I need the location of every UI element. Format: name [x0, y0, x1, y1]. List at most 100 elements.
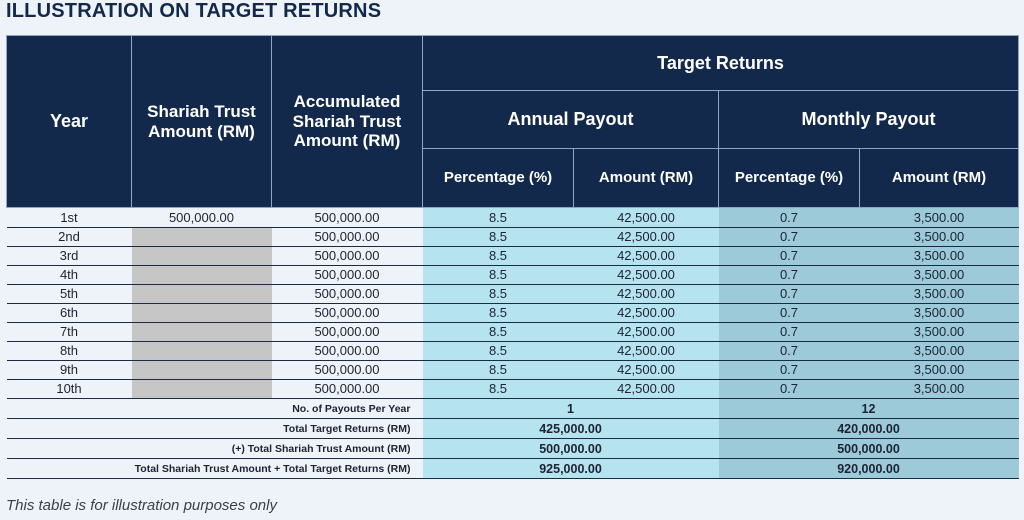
trust-amount-cell-blank: [131, 227, 272, 247]
header-trust-amount: Shariah Trust Amount (RM): [131, 35, 272, 208]
year-cell: 2nd: [6, 227, 132, 247]
annual-percentage-cell: 8.5: [422, 379, 574, 399]
summary-annual-value: 425,000.00: [422, 418, 719, 439]
summary-label-total-returns: Total Target Returns (RM): [6, 418, 423, 439]
accumulated-amount-cell: 500,000.00: [271, 379, 423, 399]
summary-row: Total Shariah Trust Amount + Total Targe…: [6, 458, 1019, 479]
summary-row: No. of Payouts Per Year 1 12: [6, 398, 1019, 419]
page-title: ILLUSTRATION ON TARGET RETURNS: [6, 0, 382, 22]
table-row: 2nd 500,000.00 8.5 42,500.00 0.7 3,500.0…: [6, 227, 1019, 247]
year-cell: 5th: [6, 284, 132, 304]
accumulated-amount-cell: 500,000.00: [271, 322, 423, 342]
annual-percentage-cell: 8.5: [422, 246, 574, 266]
summary-monthly-value: 420,000.00: [718, 418, 1019, 439]
table-row: 7th 500,000.00 8.5 42,500.00 0.7 3,500.0…: [6, 322, 1019, 342]
monthly-amount-cell: 3,500.00: [859, 360, 1019, 380]
annual-percentage-cell: 8.5: [422, 322, 574, 342]
annual-amount-cell: 42,500.00: [573, 303, 719, 323]
monthly-percentage-cell: 0.7: [718, 265, 860, 285]
year-cell: 4th: [6, 265, 132, 285]
accumulated-amount-cell: 500,000.00: [271, 341, 423, 361]
accumulated-amount-cell: 500,000.00: [271, 303, 423, 323]
table-row: 9th 500,000.00 8.5 42,500.00 0.7 3,500.0…: [6, 360, 1019, 380]
annual-percentage-cell: 8.5: [422, 227, 574, 247]
trust-amount-cell-blank: [131, 379, 272, 399]
annual-percentage-cell: 8.5: [422, 341, 574, 361]
annual-percentage-cell: 8.5: [422, 207, 574, 228]
returns-table: Year Shariah Trust Amount (RM) Accumulat…: [6, 35, 1019, 479]
table-row: 3rd 500,000.00 8.5 42,500.00 0.7 3,500.0…: [6, 246, 1019, 266]
annual-amount-cell: 42,500.00: [573, 322, 719, 342]
year-cell: 8th: [6, 341, 132, 361]
trust-amount-cell-blank: [131, 246, 272, 266]
monthly-amount-cell: 3,500.00: [859, 322, 1019, 342]
table-row: 8th 500,000.00 8.5 42,500.00 0.7 3,500.0…: [6, 341, 1019, 361]
table-row: 6th 500,000.00 8.5 42,500.00 0.7 3,500.0…: [6, 303, 1019, 323]
accumulated-amount-cell: 500,000.00: [271, 360, 423, 380]
monthly-percentage-cell: 0.7: [718, 227, 860, 247]
annual-percentage-cell: 8.5: [422, 265, 574, 285]
monthly-percentage-cell: 0.7: [718, 303, 860, 323]
trust-amount-cell-blank: [131, 341, 272, 361]
summary-label-payouts: No. of Payouts Per Year: [6, 398, 423, 419]
table-body: 1st 500,000.00 500,000.00 8.5 42,500.00 …: [6, 207, 1019, 479]
accumulated-amount-cell: 500,000.00: [271, 284, 423, 304]
monthly-percentage-cell: 0.7: [718, 246, 860, 266]
monthly-percentage-cell: 0.7: [718, 284, 860, 304]
monthly-amount-cell: 3,500.00: [859, 284, 1019, 304]
annual-amount-cell: 42,500.00: [573, 246, 719, 266]
summary-monthly-value: 500,000.00: [718, 438, 1019, 459]
summary-annual-value: 1: [422, 398, 719, 419]
annual-amount-cell: 42,500.00: [573, 284, 719, 304]
header-annual-amount: Amount (RM): [573, 148, 719, 208]
trust-amount-cell-blank: [131, 322, 272, 342]
header-monthly-percentage: Percentage (%): [718, 148, 860, 208]
annual-percentage-cell: 8.5: [422, 303, 574, 323]
year-cell: 1st: [6, 207, 132, 228]
annual-amount-cell: 42,500.00: [573, 379, 719, 399]
table-row: 10th 500,000.00 8.5 42,500.00 0.7 3,500.…: [6, 379, 1019, 399]
monthly-percentage-cell: 0.7: [718, 360, 860, 380]
monthly-amount-cell: 3,500.00: [859, 341, 1019, 361]
summary-label-total-trust: (+) Total Shariah Trust Amount (RM): [6, 438, 423, 459]
summary-annual-value: 500,000.00: [422, 438, 719, 459]
summary-annual-value: 925,000.00: [422, 458, 719, 479]
annual-amount-cell: 42,500.00: [573, 265, 719, 285]
summary-monthly-value: 920,000.00: [718, 458, 1019, 479]
header-monthly-payout: Monthly Payout: [718, 90, 1019, 149]
trust-amount-cell-blank: [131, 284, 272, 304]
annual-amount-cell: 42,500.00: [573, 360, 719, 380]
header-monthly-amount: Amount (RM): [859, 148, 1019, 208]
header-accumulated-amount: Accumulated Shariah Trust Amount (RM): [271, 35, 423, 208]
summary-label-grand-total: Total Shariah Trust Amount + Total Targe…: [6, 458, 423, 479]
year-cell: 7th: [6, 322, 132, 342]
monthly-percentage-cell: 0.7: [718, 341, 860, 361]
table-row: 4th 500,000.00 8.5 42,500.00 0.7 3,500.0…: [6, 265, 1019, 285]
monthly-amount-cell: 3,500.00: [859, 227, 1019, 247]
monthly-amount-cell: 3,500.00: [859, 265, 1019, 285]
trust-amount-cell-blank: [131, 303, 272, 323]
header-year: Year: [6, 35, 132, 208]
header-target-returns: Target Returns: [422, 35, 1019, 91]
monthly-amount-cell: 3,500.00: [859, 207, 1019, 228]
year-cell: 9th: [6, 360, 132, 380]
annual-amount-cell: 42,500.00: [573, 227, 719, 247]
monthly-amount-cell: 3,500.00: [859, 379, 1019, 399]
annual-percentage-cell: 8.5: [422, 360, 574, 380]
monthly-percentage-cell: 0.7: [718, 207, 860, 228]
year-cell: 10th: [6, 379, 132, 399]
header-annual-percentage: Percentage (%): [422, 148, 574, 208]
accumulated-amount-cell: 500,000.00: [271, 246, 423, 266]
trust-amount-cell-blank: [131, 360, 272, 380]
accumulated-amount-cell: 500,000.00: [271, 207, 423, 228]
monthly-amount-cell: 3,500.00: [859, 246, 1019, 266]
annual-amount-cell: 42,500.00: [573, 341, 719, 361]
accumulated-amount-cell: 500,000.00: [271, 227, 423, 247]
monthly-percentage-cell: 0.7: [718, 379, 860, 399]
annual-amount-cell: 42,500.00: [573, 207, 719, 228]
year-cell: 6th: [6, 303, 132, 323]
summary-row: Total Target Returns (RM) 425,000.00 420…: [6, 418, 1019, 439]
header-annual-payout: Annual Payout: [422, 90, 719, 149]
summary-monthly-value: 12: [718, 398, 1019, 419]
table-row: 5th 500,000.00 8.5 42,500.00 0.7 3,500.0…: [6, 284, 1019, 304]
